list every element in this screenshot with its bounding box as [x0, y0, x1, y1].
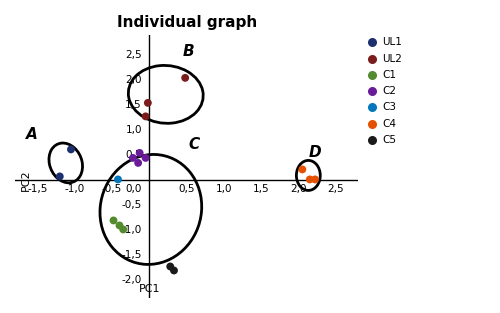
Text: -1,0: -1,0 — [122, 225, 142, 235]
Title: Individual graph: Individual graph — [116, 15, 257, 30]
Text: -1,0: -1,0 — [64, 184, 85, 194]
Point — [181, 75, 189, 80]
Text: C: C — [188, 137, 200, 152]
Text: -1,5: -1,5 — [122, 250, 142, 260]
Point — [311, 177, 319, 182]
Text: 1,0: 1,0 — [216, 184, 232, 194]
Point — [298, 167, 306, 172]
Point — [166, 264, 174, 269]
Point — [136, 151, 143, 156]
Text: 0,5: 0,5 — [178, 184, 195, 194]
Text: -1,5: -1,5 — [27, 184, 48, 194]
Point — [114, 177, 122, 182]
Text: PC1: PC1 — [138, 284, 160, 294]
Point — [56, 174, 64, 179]
Text: -2,0: -2,0 — [122, 275, 142, 285]
Text: 2,0: 2,0 — [126, 75, 142, 85]
Text: 0,5: 0,5 — [126, 151, 142, 160]
Point — [67, 147, 75, 152]
Text: -0,5: -0,5 — [102, 184, 122, 194]
Text: 1,0: 1,0 — [126, 126, 142, 136]
Point — [119, 227, 127, 232]
Point — [142, 114, 150, 119]
Point — [144, 100, 152, 105]
Text: 2,5: 2,5 — [126, 50, 142, 60]
Text: 0,0: 0,0 — [126, 184, 142, 194]
Text: 2,0: 2,0 — [290, 184, 307, 194]
Point — [129, 156, 137, 161]
Text: 1,5: 1,5 — [126, 100, 142, 110]
Point — [110, 218, 118, 223]
Point — [116, 223, 124, 228]
Text: A: A — [26, 127, 38, 142]
Text: 2,5: 2,5 — [328, 184, 344, 194]
Point — [134, 160, 142, 165]
Point — [306, 177, 314, 182]
Text: 1,5: 1,5 — [253, 184, 270, 194]
Text: B: B — [182, 44, 194, 59]
Text: -0,5: -0,5 — [122, 200, 142, 210]
Text: PC2: PC2 — [21, 170, 31, 191]
Legend: UL1, UL2, C1, C2, C3, C4, C5: UL1, UL2, C1, C2, C3, C4, C5 — [367, 35, 405, 147]
Text: D: D — [308, 146, 322, 160]
Point — [170, 268, 178, 273]
Point — [142, 156, 150, 161]
